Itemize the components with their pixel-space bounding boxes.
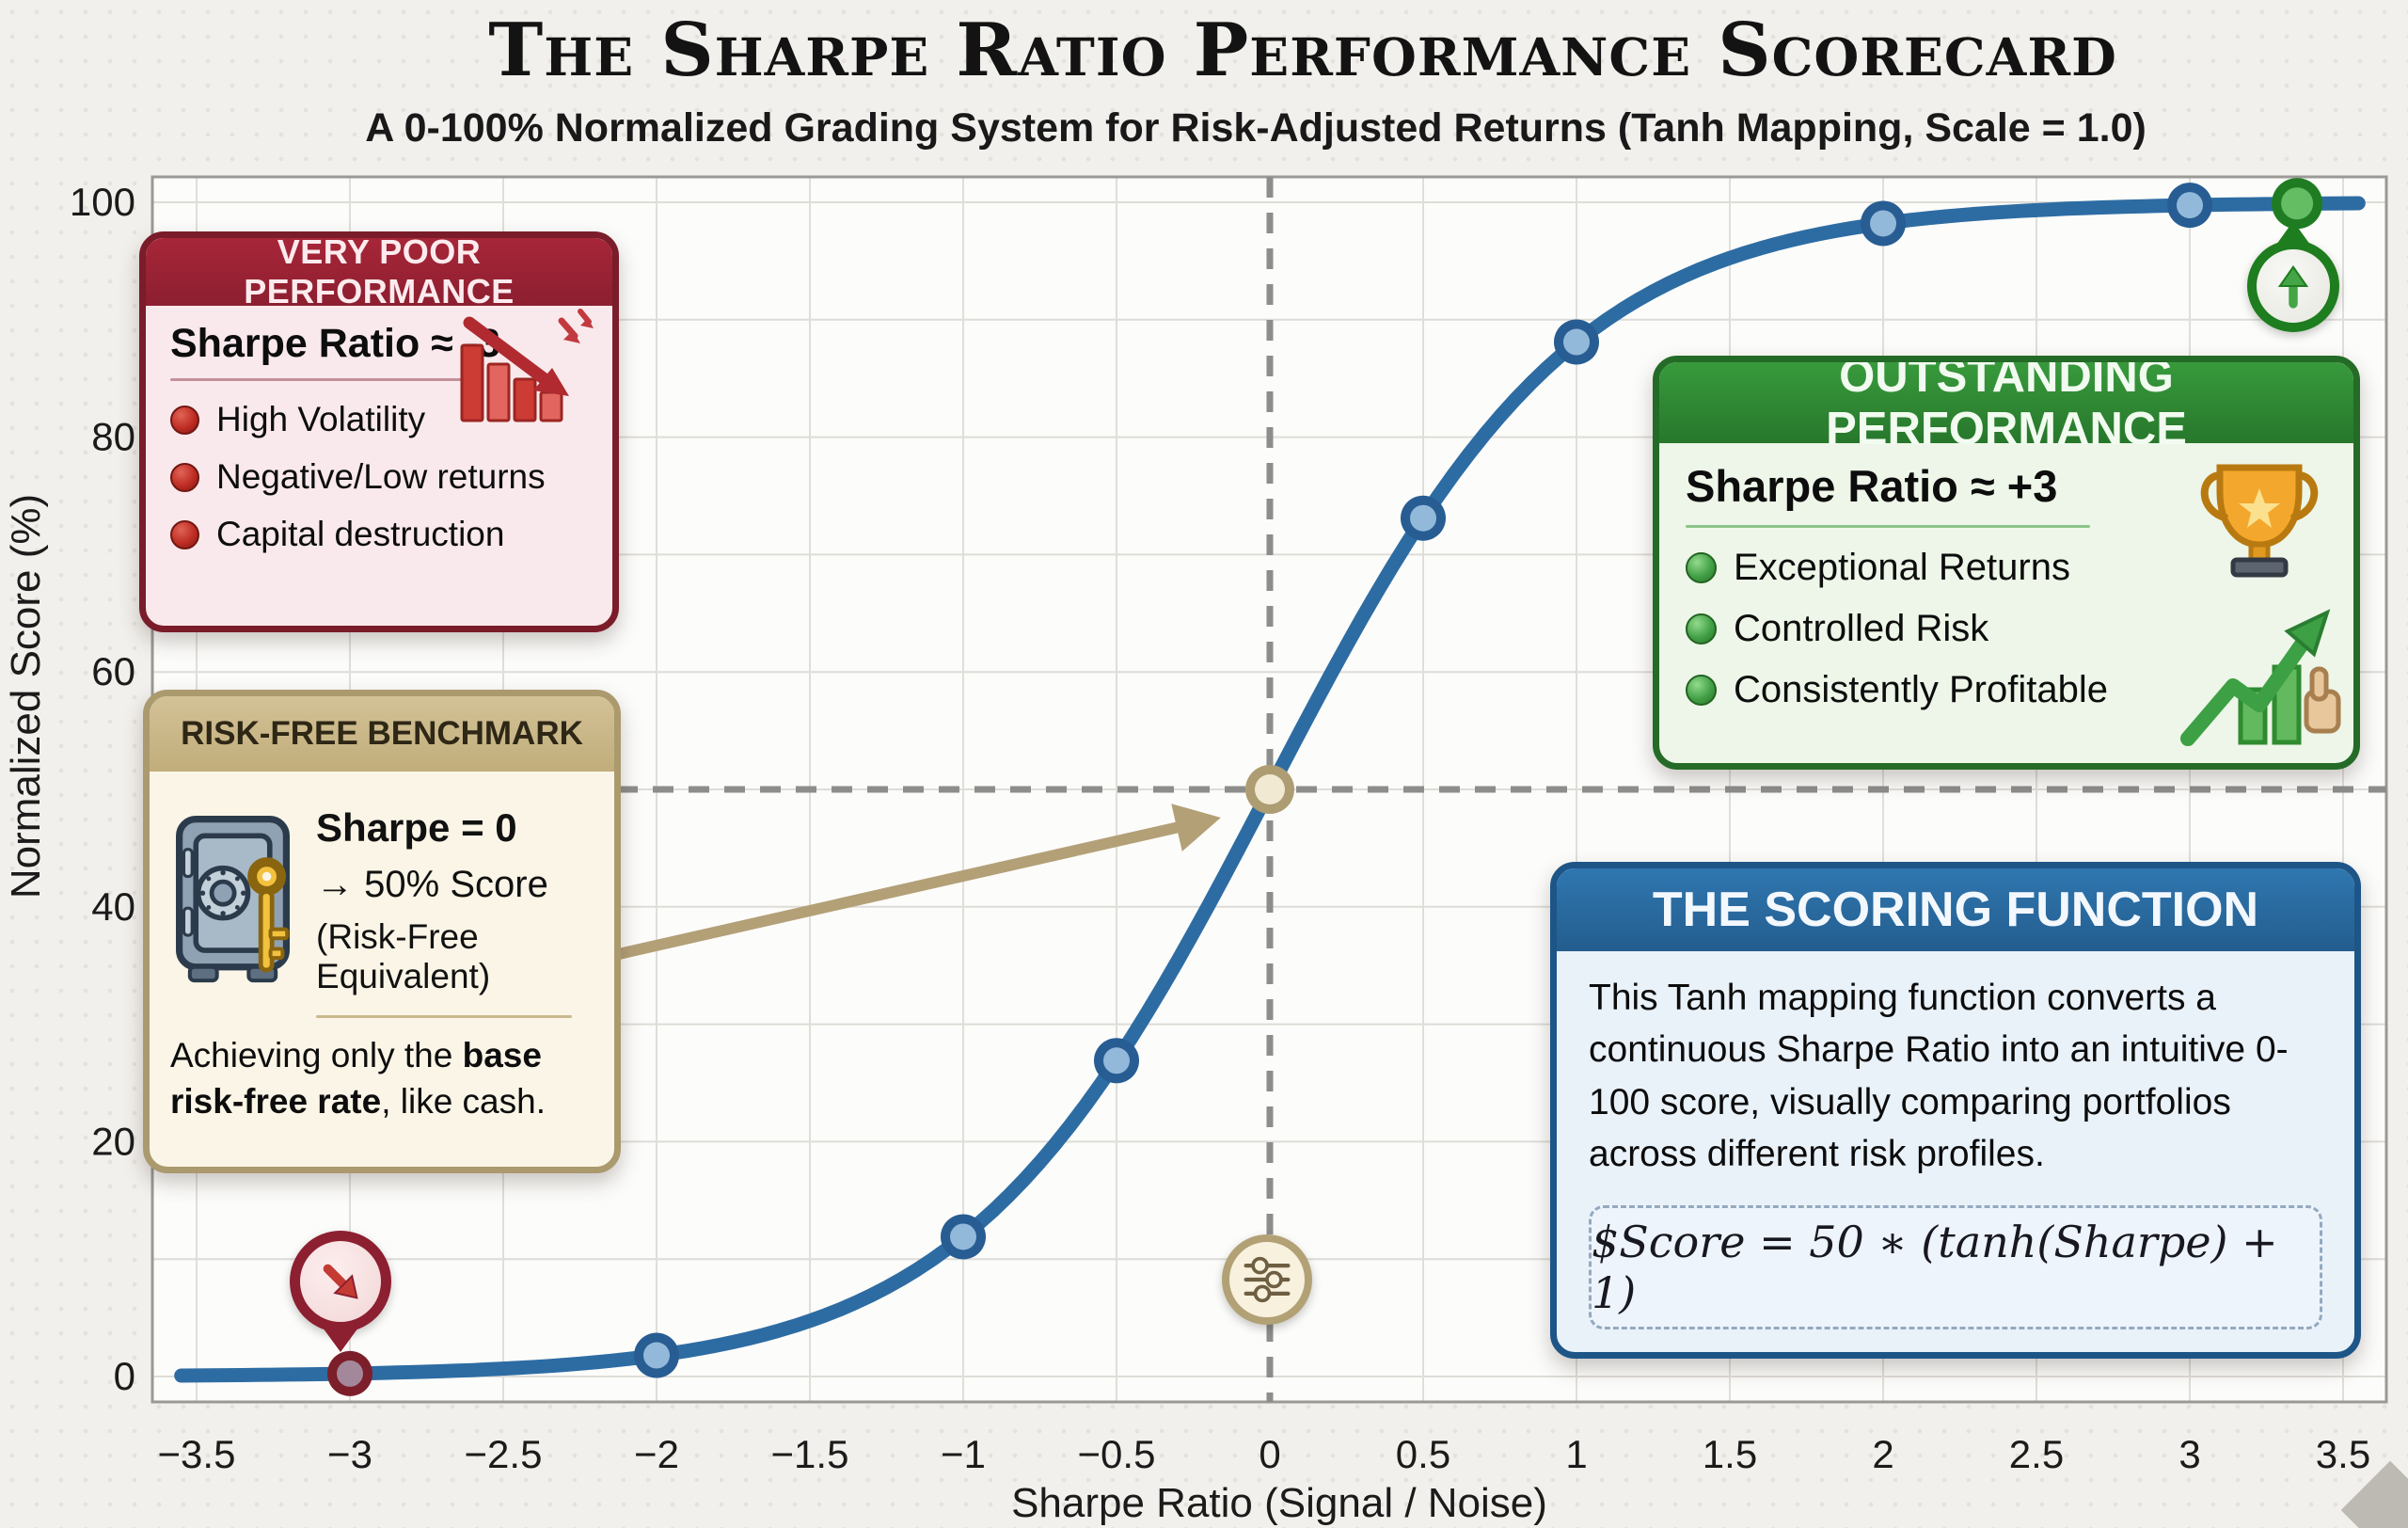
note-bold-text: base risk-free rate: [170, 1036, 542, 1121]
curve-marker: [2281, 187, 2314, 220]
callout-very-poor-header: VERY POOR PERFORMANCE: [146, 238, 612, 310]
curve-marker: [1103, 1047, 1130, 1074]
arrow-up-icon: [2277, 264, 2309, 309]
x-tick-label: −3.5: [158, 1432, 236, 1476]
risk-free-equivalent-label: (Risk-Free Equivalent): [316, 917, 491, 995]
x-tick-label: 1.5: [1703, 1432, 1757, 1476]
curve-marker: [1255, 774, 1285, 804]
note-text: Achieving only the: [170, 1036, 463, 1074]
divider: [170, 378, 471, 381]
trophy-growth-icon: [2180, 464, 2341, 746]
safe-with-key-icon: [176, 816, 291, 983]
outstanding-marker-badge: [2247, 221, 2339, 332]
risk-free-sharpe-value: Sharpe = 0: [316, 805, 517, 850]
y-tick-label: 80: [91, 415, 135, 459]
x-tick-label: −3: [327, 1432, 372, 1476]
curve-marker: [2177, 192, 2203, 219]
curve-marker: [643, 1342, 670, 1369]
green-bullet-icon: [1686, 675, 1717, 706]
red-bullet-icon: [170, 462, 199, 492]
y-axis-label: Normalized Score (%): [3, 494, 49, 899]
y-tick-label: 60: [91, 649, 135, 693]
arrow-down-right-icon: [323, 1264, 358, 1299]
callout-risk-free-header: RISK-FREE BENCHMARK: [150, 696, 614, 772]
sliders-icon: [1244, 1256, 1291, 1303]
declining-bars-icon: [460, 309, 594, 422]
x-tick-label: −1: [941, 1432, 986, 1476]
x-tick-label: 0: [1259, 1432, 1280, 1476]
curve-marker: [1410, 504, 1436, 532]
scoring-description: This Tanh mapping function converts a co…: [1589, 978, 2289, 1175]
note-text: , like cash.: [381, 1081, 546, 1121]
list-item: Controlled Risk: [1686, 608, 2331, 650]
x-tick-label: −1.5: [771, 1432, 849, 1476]
very-poor-sharpe-value: Sharpe Ratio ≈ -3: [170, 321, 500, 366]
x-tick-label: 2.5: [2009, 1432, 2064, 1476]
benchmark-arrow: [613, 821, 1183, 960]
callout-scoring-header: THE SCORING FUNCTION: [1557, 868, 2354, 951]
bullet-label: Capital destruction: [216, 515, 505, 553]
x-tick-label: −2: [634, 1432, 679, 1476]
green-bullet-icon: [1686, 613, 1717, 645]
very-poor-marker-badge: [290, 1231, 391, 1352]
bullet-label: Controlled Risk: [1734, 608, 1989, 649]
red-bullet-icon: [170, 519, 199, 549]
callout-outstanding: OUTSTANDING PERFORMANCE Sharpe Ratio ≈ +…: [1653, 356, 2360, 770]
benchmark-arrowhead: [1171, 804, 1221, 852]
benchmark-controls-badge: [1222, 1234, 1312, 1325]
scoring-formula: $Score = 50 ∗ (tanh(Sharpe) + 1): [1589, 1204, 2322, 1329]
list-item: High Volatility: [170, 400, 592, 439]
list-item: Capital destruction: [170, 515, 592, 554]
y-tick-label: 0: [114, 1354, 135, 1398]
x-tick-label: 3: [2178, 1432, 2200, 1476]
curve-marker: [950, 1223, 976, 1250]
x-tick-label: 0.5: [1396, 1432, 1450, 1476]
page-title: The Sharpe Ratio Performance Scorecard: [488, 8, 2117, 93]
curve-marker: [337, 1360, 363, 1387]
x-tick-label: 1: [1565, 1432, 1587, 1476]
callout-scoring-function: THE SCORING FUNCTION This Tanh mapping f…: [1550, 862, 2361, 1359]
x-tick-label: 2: [1872, 1432, 1893, 1476]
bullet-label: High Volatility: [216, 400, 426, 438]
divider: [316, 1015, 573, 1018]
risk-free-note: Achieving only the base risk-free rate, …: [170, 1033, 594, 1125]
x-tick-label: 3.5: [2316, 1432, 2370, 1476]
x-tick-label: −0.5: [1078, 1432, 1156, 1476]
bullet-label: Negative/Low returns: [216, 457, 546, 496]
x-axis-label: Sharpe Ratio (Signal / Noise): [1011, 1480, 1547, 1526]
list-item: Exceptional Returns: [1686, 547, 2331, 589]
bullet-label: Consistently Profitable: [1734, 669, 2108, 710]
x-tick-label: −2.5: [465, 1432, 543, 1476]
bullet-label: Exceptional Returns: [1734, 547, 2070, 588]
risk-free-score-value: → 50% Score: [316, 864, 548, 905]
badge-pointer: [323, 1328, 358, 1352]
y-tick-label: 20: [91, 1119, 135, 1163]
callout-risk-free: RISK-FREE BENCHMARK: [143, 690, 621, 1173]
callout-outstanding-header: OUTSTANDING PERFORMANCE: [1659, 362, 2353, 454]
y-tick-label: 100: [70, 180, 135, 224]
outstanding-sharpe-value: Sharpe Ratio ≈ +3: [1686, 461, 2058, 511]
list-item: Consistently Profitable: [1686, 669, 2331, 711]
curve-marker: [1870, 210, 1896, 237]
badge-pointer: [2276, 221, 2310, 245]
callout-very-poor: VERY POOR PERFORMANCE Sharpe Ratio ≈ -3 …: [139, 231, 619, 632]
red-bullet-icon: [170, 405, 199, 435]
curve-marker: [1563, 328, 1590, 356]
divider: [1686, 525, 2090, 528]
page-subtitle: A 0-100% Normalized Grading System for R…: [365, 105, 2147, 151]
y-tick-label: 40: [91, 884, 135, 929]
list-item: Negative/Low returns: [170, 457, 592, 497]
green-bullet-icon: [1686, 552, 1717, 583]
